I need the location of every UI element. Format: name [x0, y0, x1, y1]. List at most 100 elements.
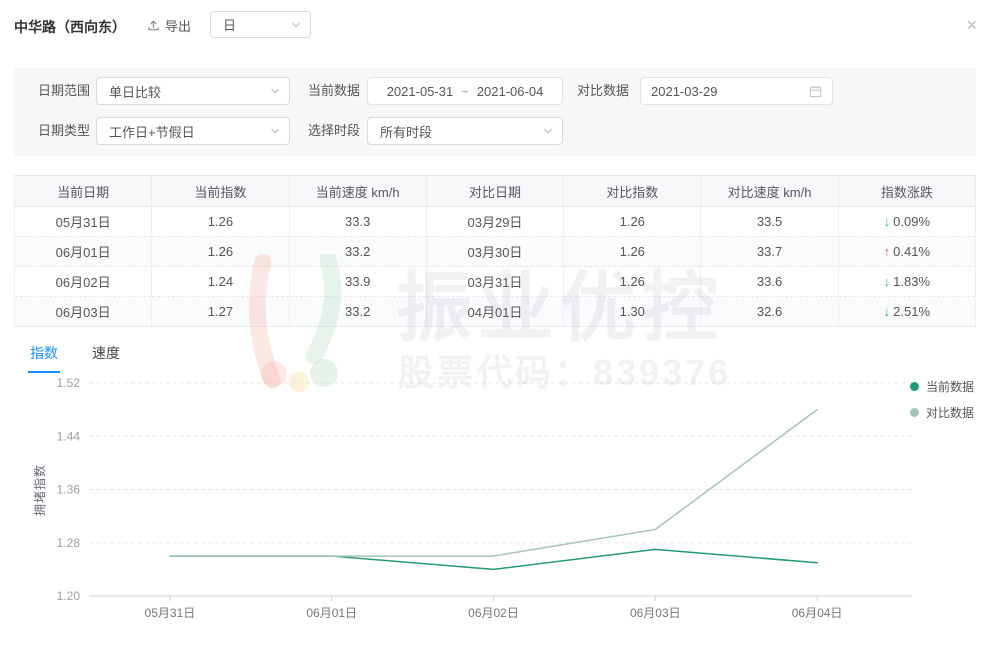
chart-legend: 当前数据 对比数据: [909, 378, 974, 421]
chevron-down-icon: [270, 126, 280, 136]
x-axis-tick-label: 06月01日: [306, 606, 357, 620]
table-cell-current-index: 1.26: [151, 236, 290, 267]
table-row[interactable]: 05月31日 1.26 33.3 03月29日 1.26 33.5 ↓ 0.09%: [13, 206, 977, 237]
table-cell-compare-index: 1.26: [563, 266, 702, 297]
table-cell-current-speed: 33.3: [288, 206, 427, 237]
compare-data-input[interactable]: 2021-03-29: [640, 77, 833, 105]
range-separator: ~: [461, 83, 469, 99]
table-cell-compare-date: 03月30日: [425, 236, 565, 267]
x-axis-tick-label: 05月31日: [145, 606, 196, 620]
table-row[interactable]: 06月03日 1.27 33.2 04月01日 1.30 32.6 ↓ 2.51%: [13, 296, 977, 327]
current-range-end: 2021-06-04: [476, 83, 544, 99]
table-cell-index-change: ↑ 0.41%: [837, 236, 977, 267]
chevron-down-icon: [543, 126, 553, 136]
date-type-label: 日期类型: [38, 123, 91, 138]
table-cell-index-change: ↓ 2.51%: [837, 296, 977, 327]
table-cell-compare-date: 04月01日: [425, 296, 565, 327]
compare-date-value: 2021-03-29: [651, 83, 718, 99]
calendar-icon: [809, 85, 822, 98]
arrow-down-icon: ↓: [883, 274, 891, 289]
current-range-start: 2021-05-31: [386, 83, 454, 99]
legend-item[interactable]: 对比数据: [909, 404, 974, 421]
index-line-chart: 1.20 1.28 1.36 1.44 1.52 拥堵指数 05月31日 06月01日 06月0…: [14, 372, 976, 647]
export-label: 导出: [165, 19, 192, 34]
x-axis-tick-label: 06月02日: [468, 606, 519, 620]
date-type-value: 工作日+节假日: [109, 124, 195, 140]
tab-speed[interactable]: 速度: [92, 345, 120, 361]
arrow-down-icon: ↓: [883, 214, 891, 229]
export-icon: [147, 19, 160, 32]
chart-canvas: 1.20 1.28 1.36 1.44 1.52 拥堵指数 05月31日 06月01日 06月0…: [32, 376, 912, 620]
legend-dot-icon: [909, 382, 919, 391]
table-row[interactable]: 06月01日 1.26 33.2 03月30日 1.26 33.7 ↑ 0.41%: [13, 236, 977, 267]
compare-data-label: 对比数据: [577, 83, 630, 98]
y-axis-tick-label: 1.44: [57, 429, 81, 443]
index-change-value: 0.41%: [893, 244, 931, 259]
table-header-row: 当前日期 当前指数 当前速度 km/h 对比日期 对比指数 对比速度 km/h 指数涨跌: [13, 175, 977, 207]
table-cell-current-speed: 33.9: [288, 266, 427, 297]
table-cell-current-speed: 33.2: [288, 296, 427, 327]
date-range-label: 日期范围: [38, 83, 91, 98]
table-header-cell: 当前速度 km/h: [288, 175, 427, 207]
table-header-cell: 对比速度 km/h: [700, 175, 839, 207]
time-period-select[interactable]: 所有时段: [367, 117, 563, 145]
current-data-range-input[interactable]: 2021-05-31 ~ 2021-06-04: [367, 77, 563, 105]
legend-label: 对比数据: [925, 406, 974, 420]
comparison-table: 当前日期 当前指数 当前速度 km/h 对比日期 对比指数 对比速度 km/h 指数涨跌 0…: [13, 175, 977, 327]
table-cell-index-change: ↓ 1.83%: [837, 266, 977, 297]
arrow-up-icon: ↑: [883, 244, 891, 259]
y-axis-tick-label: 1.52: [57, 376, 81, 390]
date-type-select[interactable]: 工作日+节假日: [96, 117, 290, 145]
series-line-compare: [169, 408, 818, 557]
legend-item[interactable]: 当前数据: [909, 378, 974, 395]
current-data-label: 当前数据: [308, 83, 361, 98]
table-header-cell: 对比日期: [425, 175, 565, 207]
chart-tabs: 指数 速度: [28, 343, 120, 373]
tab-index[interactable]: 指数: [28, 343, 60, 373]
y-axis-tick-label: 1.36: [57, 483, 81, 497]
table-header-cell: 指数涨跌: [837, 175, 977, 207]
x-axis-tick-label: 06月03日: [630, 606, 681, 620]
table-body: 05月31日 1.26 33.3 03月29日 1.26 33.5 ↓ 0.09% 06月01日…: [13, 206, 977, 327]
chevron-down-icon: [270, 86, 280, 96]
index-change-value: 2.51%: [893, 304, 931, 319]
time-period-value: 所有时段: [380, 124, 433, 140]
chevron-down-icon: [291, 20, 301, 30]
legend-dot-icon: [909, 408, 919, 417]
filter-panel: 日期范围 单日比较 当前数据 2021-05-31 ~ 2021-06-04 对…: [14, 68, 976, 156]
table-cell-current-date: 06月02日: [13, 266, 153, 297]
table-header-cell: 当前日期: [13, 175, 153, 207]
table-cell-current-index: 1.24: [151, 266, 290, 297]
table-cell-current-date: 06月03日: [13, 296, 153, 327]
y-axis-title: 拥堵指数: [32, 464, 47, 516]
title-bar: 中华路（西向东） 导出 日 ×: [0, 0, 990, 52]
export-button[interactable]: 导出: [147, 16, 191, 35]
close-icon[interactable]: ×: [966, 15, 977, 35]
legend-label: 当前数据: [925, 380, 974, 394]
table-cell-current-index: 1.26: [151, 206, 290, 237]
table-cell-compare-speed: 33.7: [700, 236, 839, 267]
table-cell-compare-date: 03月29日: [425, 206, 565, 237]
table-row[interactable]: 06月02日 1.24 33.9 03月31日 1.26 33.6 ↓ 1.83%: [13, 266, 977, 297]
table-cell-compare-speed: 33.6: [700, 266, 839, 297]
table-header-cell: 当前指数: [151, 175, 290, 207]
table-header-cell: 对比指数: [563, 175, 702, 207]
index-change-value: 1.83%: [893, 274, 931, 289]
table-cell-compare-index: 1.26: [563, 236, 702, 267]
date-range-value: 单日比较: [109, 84, 162, 100]
x-axis-tick-label: 06月04日: [792, 606, 843, 620]
time-period-label: 选择时段: [308, 123, 361, 138]
index-change-value: 0.09%: [893, 214, 931, 229]
table-cell-index-change: ↓ 0.09%: [837, 206, 977, 237]
table-cell-compare-speed: 33.5: [700, 206, 839, 237]
date-range-select[interactable]: 单日比较: [96, 77, 290, 105]
table-cell-compare-index: 1.26: [563, 206, 702, 237]
page-title: 中华路（西向东）: [14, 19, 126, 35]
arrow-down-icon: ↓: [883, 304, 891, 319]
table-cell-compare-index: 1.30: [563, 296, 702, 327]
granularity-value: 日: [223, 18, 237, 33]
table-cell-current-date: 06月01日: [13, 236, 153, 267]
granularity-select[interactable]: 日: [210, 11, 311, 38]
table-cell-current-date: 05月31日: [13, 206, 153, 237]
